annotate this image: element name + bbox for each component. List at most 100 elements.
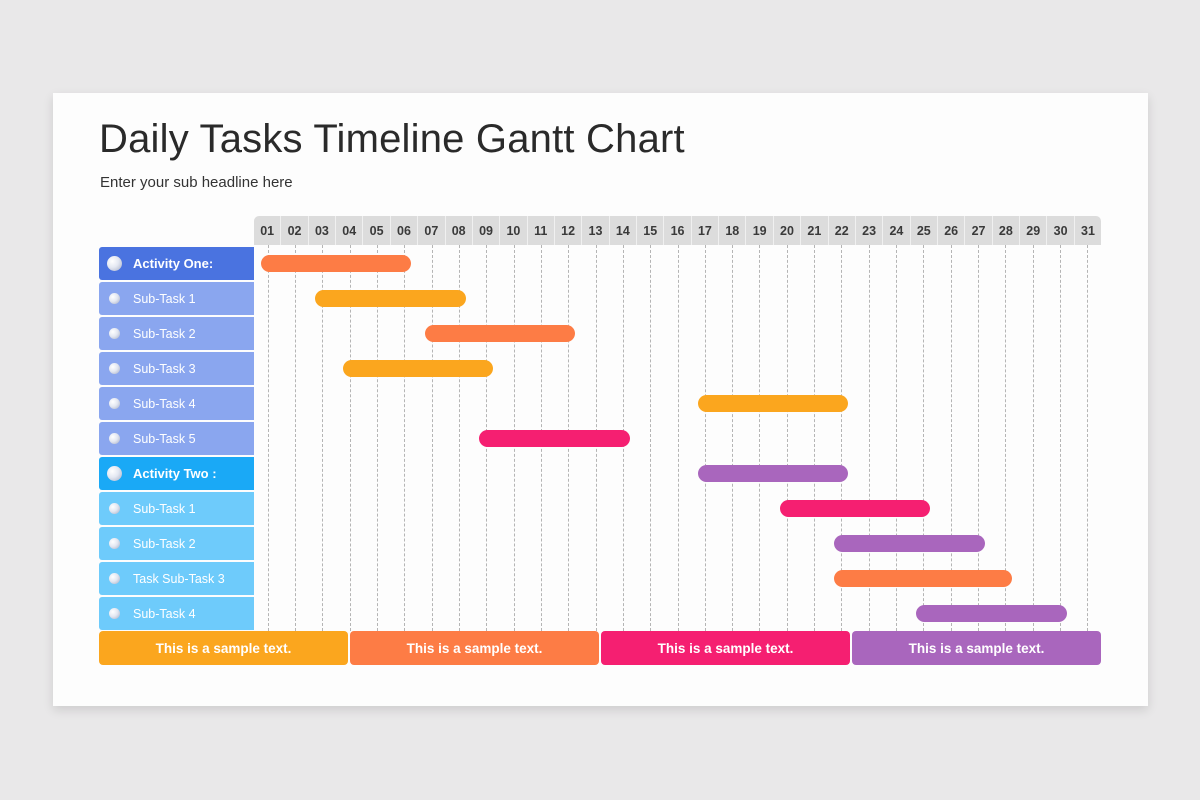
- grid-line: [896, 245, 898, 631]
- grid-line: [841, 245, 843, 631]
- gantt-row: [254, 387, 1101, 420]
- day-column-header: 12: [554, 216, 583, 245]
- day-header: 01 02 03 04 05 06 07 08 09 10 11 12 13 14 15 16 17 18 19 20…: [254, 216, 1102, 245]
- gantt-row: [254, 527, 1101, 560]
- subtask-row: Sub-Task 5: [99, 422, 254, 455]
- day-column-header: 30: [1047, 216, 1075, 245]
- grid-line: [1087, 245, 1089, 631]
- page-title: Daily Tasks Timeline Gantt Chart: [99, 117, 685, 161]
- bullet-circle-icon: [109, 503, 120, 514]
- gantt-bar: [834, 570, 1013, 587]
- day-column-header: 03: [308, 216, 337, 245]
- day-column-header: 28: [992, 216, 1021, 245]
- grid-line: [376, 245, 378, 631]
- row-label-text: Sub-Task 2: [133, 536, 196, 551]
- row-label-text: Sub-Task 1: [133, 291, 196, 306]
- legend-box: This is a sample text.: [350, 631, 599, 665]
- grid-line: [322, 245, 324, 631]
- subtask-row: Sub-Task 1: [99, 492, 254, 525]
- legend-box: This is a sample text.: [99, 631, 348, 665]
- day-column-header: 13: [582, 216, 610, 245]
- day-column-header: 15: [637, 216, 665, 245]
- day-column-header: 05: [363, 216, 391, 245]
- gantt-bar: [697, 395, 849, 412]
- grid-line: [677, 245, 679, 631]
- gantt-bar: [834, 535, 986, 552]
- day-column-header: 26: [937, 216, 966, 245]
- gantt-bar: [479, 430, 630, 447]
- grid-line: [786, 245, 788, 631]
- grid-line: [431, 245, 433, 631]
- grid-line: [868, 245, 870, 631]
- day-column-header: 14: [609, 216, 638, 245]
- day-column-header: 06: [390, 216, 419, 245]
- grid-line: [923, 245, 925, 631]
- row-label-text: Sub-Task 4: [133, 396, 196, 411]
- day-column-header: 01: [254, 216, 282, 245]
- grid-line: [404, 245, 406, 631]
- gantt-row: [254, 317, 1101, 350]
- row-label-text: Sub-Task 4: [133, 606, 196, 621]
- gantt-bars: [254, 247, 1101, 632]
- row-label-text: Sub-Task 2: [133, 326, 196, 341]
- grid-line: [978, 245, 980, 631]
- day-column-header: 22: [828, 216, 856, 245]
- grid-line: [1005, 245, 1007, 631]
- day-column-header: 18: [719, 216, 747, 245]
- activity-header-row: Activity One:: [99, 247, 254, 280]
- slide-card: Daily Tasks Timeline Gantt Chart Enter y…: [53, 93, 1148, 706]
- day-column-header: 19: [746, 216, 774, 245]
- day-column-header: 11: [527, 216, 555, 245]
- row-label-text: Sub-Task 1: [133, 501, 196, 516]
- page-subtitle: Enter your sub headline here: [100, 174, 293, 191]
- row-label-text: Sub-Task 3: [133, 361, 196, 376]
- legend-footer: This is a sample text. This is a sample t…: [99, 631, 1101, 665]
- subtask-row: Sub-Task 2: [99, 317, 254, 350]
- row-label-text: Sub-Task 5: [133, 431, 196, 446]
- bullet-circle-icon: [107, 256, 122, 271]
- grid-line: [349, 245, 351, 631]
- bullet-circle-icon: [109, 398, 120, 409]
- bullet-circle-icon: [107, 466, 122, 481]
- row-label-text: Activity One:: [133, 256, 214, 271]
- bullet-circle-icon: [109, 573, 120, 584]
- bullet-circle-icon: [109, 328, 120, 339]
- grid-line: [759, 245, 761, 631]
- gantt-bar: [424, 325, 576, 342]
- subtask-row: Sub-Task 2: [99, 527, 254, 560]
- day-column-header: 08: [445, 216, 473, 245]
- grid-line: [1060, 245, 1062, 631]
- gantt-bar: [697, 465, 849, 482]
- gantt-bar: [779, 500, 931, 517]
- gantt-bar: [916, 605, 1067, 622]
- day-column-header: 27: [965, 216, 993, 245]
- task-label-column: Activity One: Sub-Task 1 Sub-Task 2 Sub-Tas…: [99, 247, 254, 632]
- bullet-circle-icon: [109, 363, 120, 374]
- day-column-header: 21: [801, 216, 829, 245]
- day-column-header: 02: [281, 216, 309, 245]
- bullet-circle-icon: [109, 538, 120, 549]
- day-column-header: 25: [910, 216, 938, 245]
- gantt-bar: [315, 290, 466, 307]
- row-label-text: Activity Two :: [133, 466, 217, 481]
- gantt-row: [254, 457, 1101, 490]
- gantt-row: [254, 562, 1101, 595]
- gantt-bar: [342, 360, 494, 377]
- gantt-row: [254, 352, 1101, 385]
- grid-line: [267, 245, 269, 631]
- day-column-header: 07: [418, 216, 446, 245]
- day-column-header: 31: [1074, 216, 1102, 245]
- gantt-bar: [260, 255, 412, 272]
- gantt-row: [254, 597, 1101, 630]
- grid-line: [650, 245, 652, 631]
- legend-box: This is a sample text.: [601, 631, 850, 665]
- gantt-row: [254, 247, 1101, 280]
- grid-line: [458, 245, 460, 631]
- subtask-row: Sub-Task 4: [99, 387, 254, 420]
- day-column-header: 17: [691, 216, 720, 245]
- grid-line: [704, 245, 706, 631]
- day-column-header: 16: [664, 216, 692, 245]
- gantt-row: [254, 422, 1101, 455]
- subtask-row: Task Sub-Task 3: [99, 562, 254, 595]
- grid-line: [1032, 245, 1034, 631]
